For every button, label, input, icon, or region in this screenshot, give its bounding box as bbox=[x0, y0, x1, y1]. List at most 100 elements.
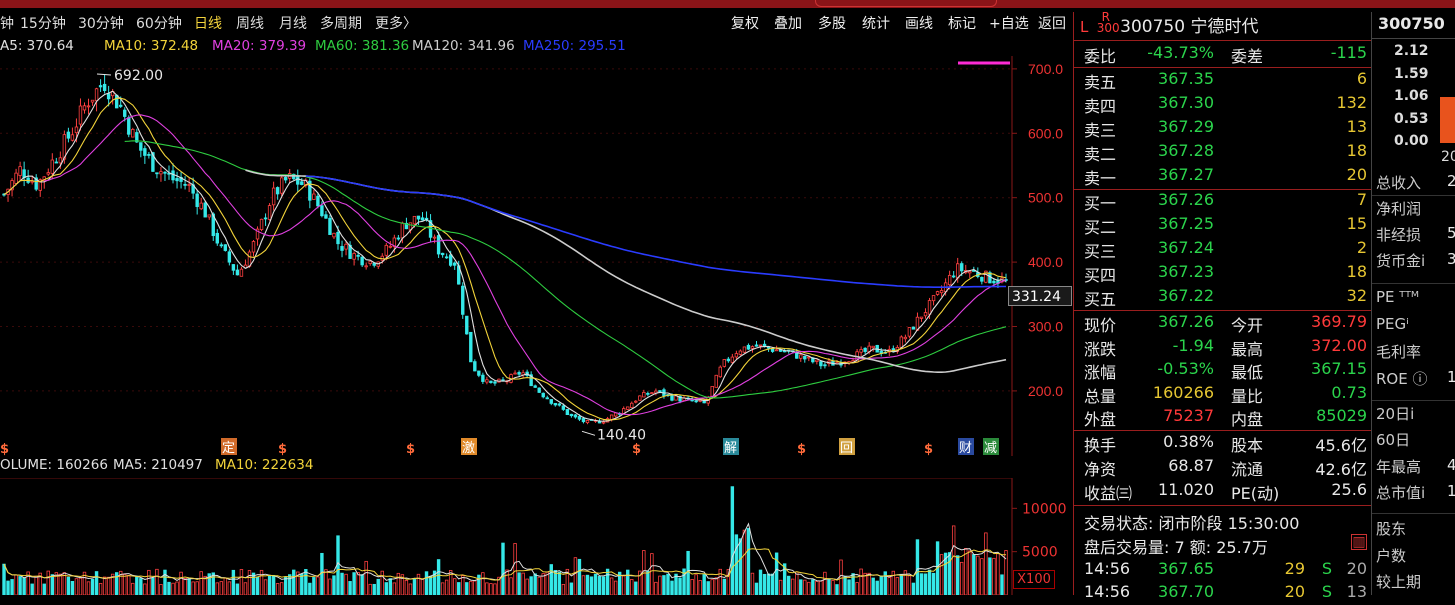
side-item[interactable]: 20日i bbox=[1376, 403, 1414, 424]
candle-body bbox=[569, 413, 574, 417]
volume-bar bbox=[947, 552, 952, 595]
side-item[interactable]: 60日 bbox=[1376, 429, 1410, 450]
bid-row[interactable]: 买一 367.26 7 bbox=[1084, 190, 1367, 213]
candle-body bbox=[658, 390, 662, 392]
side-item[interactable]: PE ᵀᵀᴹ bbox=[1376, 288, 1419, 306]
period-tab[interactable]: 月线 bbox=[279, 16, 307, 32]
period-tab[interactable]: 60分钟 bbox=[136, 16, 182, 32]
period-tab[interactable]: 30分钟 bbox=[78, 16, 124, 32]
toolbar-button[interactable]: +自选 bbox=[989, 16, 1029, 32]
price-axis-label: 400.0 bbox=[1028, 254, 1063, 270]
side-item[interactable]: ROE ⓘ 1 bbox=[1376, 368, 1455, 389]
candle-body bbox=[324, 214, 328, 219]
candle-body bbox=[730, 356, 735, 363]
bid-row[interactable]: 买三 367.24 2 bbox=[1084, 238, 1367, 261]
fundamental-row: 换手 0.38% 股本 45.6亿 bbox=[1084, 432, 1367, 455]
event-marker bbox=[983, 438, 999, 455]
side-item[interactable]: 年最高 4 bbox=[1376, 456, 1455, 477]
bid-row[interactable]: 买四 367.23 18 bbox=[1084, 262, 1367, 285]
side-item[interactable]: 总市值i 16 bbox=[1376, 482, 1455, 503]
side-item[interactable]: 户数 bbox=[1376, 545, 1406, 566]
volume-bar bbox=[10, 579, 14, 595]
volume-bar bbox=[308, 582, 312, 595]
period-tab[interactable]: 周线 bbox=[236, 16, 264, 32]
toolbar-button[interactable]: 复权 bbox=[731, 16, 759, 32]
volume-bar bbox=[469, 580, 473, 595]
event-marker bbox=[461, 438, 477, 455]
period-tab[interactable]: 钟 bbox=[0, 16, 14, 32]
period-tab[interactable]: 更多〉 bbox=[375, 16, 417, 32]
volume-bar bbox=[6, 580, 10, 595]
candle-body bbox=[899, 336, 904, 348]
toolbar-button[interactable]: 画线 bbox=[905, 16, 933, 32]
side-item[interactable]: 净利润 bbox=[1376, 198, 1421, 219]
high-pointer bbox=[96, 73, 112, 76]
report-icon[interactable]: ▥ bbox=[1351, 534, 1367, 550]
candle-body bbox=[984, 270, 988, 283]
candle-body bbox=[364, 265, 368, 268]
ask-label: 卖二 bbox=[1084, 145, 1117, 164]
side-item[interactable]: PEGⁱ bbox=[1376, 315, 1409, 333]
side-item[interactable]: 货币金i 3 bbox=[1376, 250, 1455, 271]
candle-body bbox=[694, 400, 698, 403]
volume-bar bbox=[589, 576, 594, 595]
volume-bar bbox=[74, 578, 79, 595]
trade-status: 交易状态: 闭市阶段 15:30:00 bbox=[1084, 514, 1300, 533]
volume-chart[interactable]: 10000 5000 bbox=[0, 478, 1072, 595]
ma120-line bbox=[245, 169, 1007, 373]
bid-volume: 2 bbox=[1356, 238, 1367, 257]
toolbar-button[interactable]: 叠加 bbox=[774, 16, 802, 32]
volume-bar bbox=[871, 577, 875, 595]
stock-name[interactable]: 宁德时代 bbox=[1190, 17, 1259, 37]
volume-bar bbox=[461, 575, 465, 595]
candle-body bbox=[356, 254, 360, 257]
toolbar-button[interactable]: 返回 bbox=[1038, 16, 1066, 32]
toolbar-button[interactable]: 统计 bbox=[862, 16, 890, 32]
ma-legend-item: MA250: 295.51 bbox=[523, 38, 626, 54]
bid-price: 367.23 bbox=[1158, 262, 1214, 281]
candle-body bbox=[66, 131, 71, 139]
candle-body bbox=[231, 264, 236, 271]
side-item-label: 20日i bbox=[1376, 405, 1415, 423]
ask-volume: 18 bbox=[1346, 141, 1367, 160]
candle-body bbox=[94, 88, 99, 102]
candle-body bbox=[561, 405, 566, 410]
bid-row[interactable]: 买五 367.22 32 bbox=[1084, 286, 1367, 309]
side-item[interactable]: 毛利率 bbox=[1376, 341, 1421, 362]
candle-body bbox=[46, 172, 50, 175]
side-item[interactable]: 较上期 bbox=[1376, 571, 1421, 592]
period-bar: 钟 15分钟 30分钟 60分钟 日线 周线 月线 多周期 更多〉 bbox=[0, 10, 1070, 34]
volume-bar bbox=[501, 542, 505, 595]
side-chart-value: 1.06 bbox=[1394, 88, 1429, 104]
tick-side: S bbox=[1321, 582, 1332, 601]
candle-body bbox=[638, 395, 642, 401]
volume-bar bbox=[943, 552, 948, 595]
side-item[interactable]: 非经损 5 bbox=[1376, 224, 1455, 245]
volume-bar bbox=[823, 571, 827, 595]
bid-row[interactable]: 买二 367.25 15 bbox=[1084, 214, 1367, 237]
side-stock-code[interactable]: 300750 bbox=[1378, 14, 1445, 33]
toolbar-button[interactable]: 多股 bbox=[818, 16, 846, 32]
period-tab[interactable]: 多周期 bbox=[320, 16, 362, 32]
candle-body bbox=[34, 177, 38, 190]
side-item[interactable]: 股东 bbox=[1376, 518, 1406, 539]
board-badge: R 300 bbox=[1096, 10, 1120, 35]
period-tab[interactable]: 日线 bbox=[194, 16, 222, 32]
ask-row[interactable]: 卖四 367.30 132 bbox=[1084, 93, 1367, 116]
ask-row[interactable]: 卖二 367.28 18 bbox=[1084, 141, 1367, 164]
side-item[interactable]: 总收入 2 bbox=[1376, 172, 1455, 193]
side-chart-bar bbox=[1440, 97, 1455, 143]
candle-body bbox=[541, 392, 545, 398]
stock-code[interactable]: 300750 bbox=[1120, 17, 1186, 37]
toolbar-button[interactable]: 标记 bbox=[948, 16, 976, 32]
volume-bar bbox=[332, 575, 336, 595]
candle-body bbox=[601, 421, 606, 424]
volume-bar bbox=[863, 572, 867, 595]
ask-row[interactable]: 卖五 367.35 6 bbox=[1084, 69, 1367, 92]
window-tab[interactable] bbox=[815, 0, 997, 7]
ask-row[interactable]: 卖一 367.27 20 bbox=[1084, 165, 1367, 188]
event-marker bbox=[839, 438, 855, 455]
candlestick-chart[interactable]: 700.0 600.0 500.0 400.0 300.0 200.0 ◇ 692.00 140… bbox=[0, 56, 1072, 456]
ask-row[interactable]: 卖三 367.29 13 bbox=[1084, 117, 1367, 140]
period-tab[interactable]: 15分钟 bbox=[20, 16, 66, 32]
